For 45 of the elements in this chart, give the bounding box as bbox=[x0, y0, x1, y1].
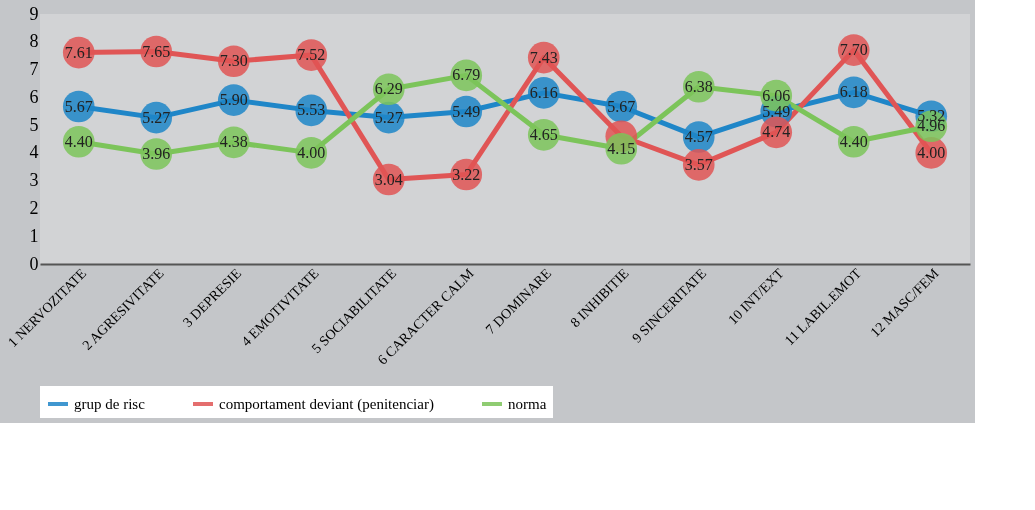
data-label: 7.65 bbox=[142, 42, 171, 60]
data-label: 5.53 bbox=[297, 101, 326, 119]
data-label: 5.67 bbox=[64, 97, 93, 115]
y-tick-label: 6 bbox=[29, 86, 39, 107]
y-tick-label: 4 bbox=[29, 142, 39, 163]
legend-label: grup de risc bbox=[74, 396, 146, 412]
data-label: 5.27 bbox=[374, 108, 403, 126]
data-label: 7.52 bbox=[297, 46, 326, 64]
y-tick-label: 3 bbox=[29, 170, 39, 191]
data-label: 4.65 bbox=[529, 125, 558, 143]
data-label: 4.57 bbox=[684, 128, 713, 146]
data-label: 4.40 bbox=[839, 132, 868, 150]
data-label: 3.96 bbox=[142, 145, 171, 162]
y-tick-label: 2 bbox=[29, 197, 39, 218]
data-label: 4.40 bbox=[64, 132, 93, 150]
data-label: 4.74 bbox=[762, 123, 791, 141]
data-label: 6.16 bbox=[529, 83, 558, 101]
data-label: 3.04 bbox=[374, 170, 403, 188]
data-label: 5.27 bbox=[142, 108, 171, 126]
data-label: 6.79 bbox=[452, 66, 481, 84]
data-label: 5.67 bbox=[607, 97, 636, 115]
y-tick-label: 9 bbox=[29, 3, 39, 24]
y-tick-label: 5 bbox=[29, 114, 39, 135]
data-label: 7.43 bbox=[529, 48, 558, 66]
data-label: 5.90 bbox=[219, 91, 248, 109]
data-label: 6.29 bbox=[374, 80, 403, 98]
data-label: 4.38 bbox=[219, 133, 248, 151]
data-label: 6.38 bbox=[684, 77, 713, 95]
data-label: 3.57 bbox=[684, 155, 713, 173]
data-label: 6.06 bbox=[762, 86, 791, 104]
y-tick-label: 0 bbox=[29, 253, 39, 274]
data-label: 6.18 bbox=[839, 83, 868, 101]
data-label: 7.70 bbox=[839, 41, 868, 59]
y-tick-label: 7 bbox=[29, 59, 39, 80]
data-label: 4.00 bbox=[297, 143, 326, 161]
y-tick-label: 8 bbox=[29, 31, 39, 52]
legend-label: norma bbox=[508, 396, 547, 412]
data-label: 7.61 bbox=[64, 43, 93, 61]
data-label: 7.30 bbox=[219, 52, 248, 70]
y-tick-label: 1 bbox=[29, 225, 39, 246]
legend-label: comportament deviant (penitenciar) bbox=[219, 396, 434, 413]
data-label: 4.00 bbox=[917, 143, 946, 161]
data-label: 3.22 bbox=[452, 165, 481, 183]
data-label: 5.49 bbox=[452, 102, 481, 120]
data-label: 4.15 bbox=[607, 139, 636, 157]
